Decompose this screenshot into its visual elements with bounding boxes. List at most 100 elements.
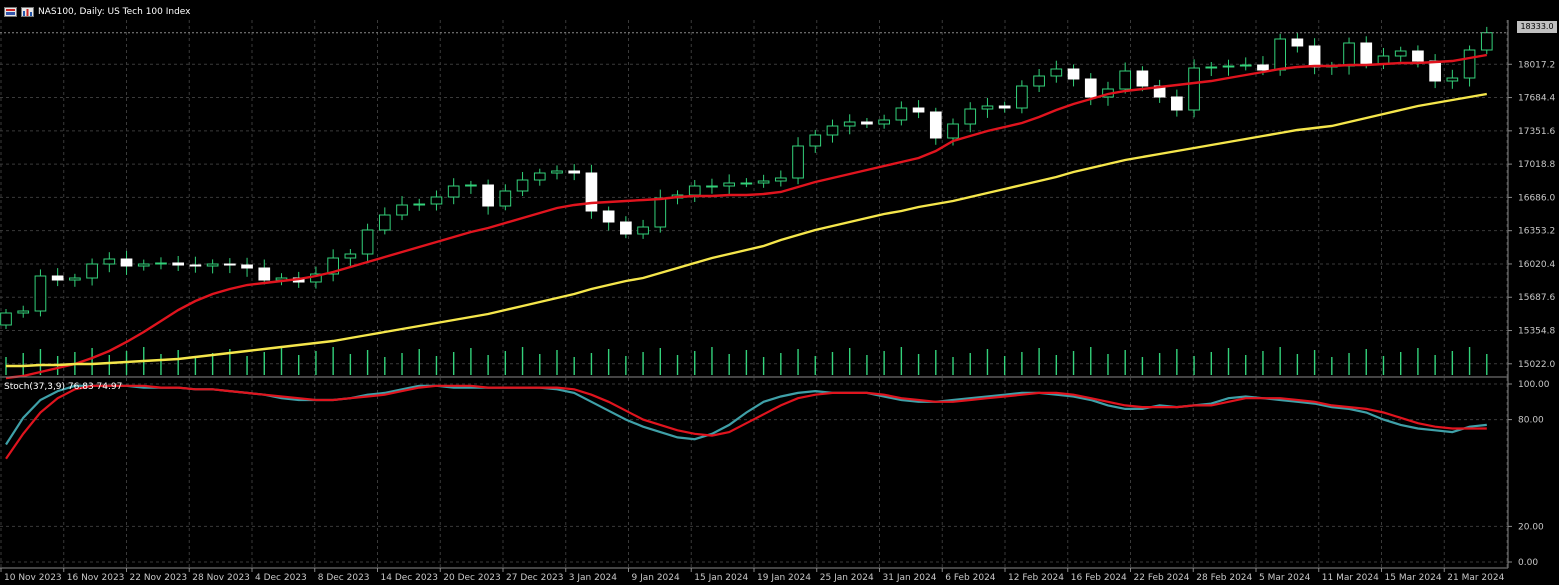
candle-body — [172, 262, 185, 266]
candle-body — [137, 263, 150, 267]
time-tick-label: 10 Nov 2023 — [4, 573, 62, 583]
candle-body — [1274, 38, 1286, 71]
stochastic-lines — [5, 384, 1487, 460]
candle-body — [482, 184, 494, 207]
candle-body — [1343, 42, 1355, 67]
candle-body — [206, 263, 219, 267]
candle-body — [516, 179, 529, 192]
candle-body — [241, 264, 253, 269]
candle-body — [1119, 70, 1132, 90]
candle-body — [533, 172, 546, 181]
candle-body — [1446, 77, 1459, 82]
candle-body — [430, 196, 443, 205]
time-tick-label: 3 Jan 2024 — [569, 573, 617, 583]
candle-body — [947, 123, 959, 139]
stoch-line — [5, 384, 1487, 446]
candle-body — [1016, 85, 1028, 109]
grid-lines — [0, 20, 1508, 568]
price-tick-label: 16020.4 — [1518, 260, 1555, 270]
candle-body — [826, 125, 839, 136]
candle-body — [1360, 42, 1373, 65]
time-tick-label: 28 Feb 2024 — [1196, 573, 1252, 583]
candle-body — [344, 253, 357, 259]
axes: 18017.2 17684.4 17351.6 17018.8 16686.0 16353… — [0, 20, 1555, 583]
osc-tick-label: 80.00 — [1518, 416, 1544, 426]
ma-line — [5, 53, 1488, 380]
oscillator-label: Stoch(37,3,9) 76.83 74.97 — [4, 382, 123, 392]
price-tick-label: 17018.8 — [1518, 160, 1555, 170]
time-tick-label: 15 Jan 2024 — [694, 573, 748, 583]
price-tick-label: 18017.2 — [1518, 60, 1555, 70]
price-tick-label: 16353.2 — [1518, 227, 1555, 237]
candle-body — [103, 258, 116, 265]
candle-body — [1239, 64, 1252, 67]
candle-body — [1033, 75, 1045, 87]
candle-body — [602, 210, 615, 223]
candle-body — [861, 121, 873, 125]
ma-line — [6, 92, 1488, 368]
volume-bars — [5, 347, 1488, 375]
stoch-line — [5, 384, 1487, 460]
candle-body — [1084, 78, 1097, 98]
time-tick-label: 27 Dec 2023 — [506, 573, 564, 583]
candle-body — [51, 275, 64, 281]
candle-body — [551, 170, 563, 174]
time-tick-label: 5 Mar 2024 — [1259, 573, 1311, 583]
candle-body — [1257, 64, 1269, 71]
chart-window-icon[interactable] — [4, 7, 17, 17]
price-tick-label: 16686.0 — [1518, 193, 1555, 203]
price-tick-label: 15687.6 — [1518, 293, 1555, 303]
osc-tick-label: 20.00 — [1518, 522, 1544, 532]
candle-body — [792, 145, 804, 179]
time-tick-label: 25 Jan 2024 — [820, 573, 874, 583]
candle-body — [1394, 50, 1407, 57]
bar-chart-icon[interactable] — [21, 7, 34, 17]
time-tick-label: 12 Feb 2024 — [1008, 573, 1064, 583]
time-tick-label: 15 Mar 2024 — [1385, 573, 1442, 583]
candle-body — [327, 257, 339, 275]
candle-body — [34, 275, 47, 312]
moving-average-lines — [5, 53, 1488, 380]
time-tick-label: 16 Feb 2024 — [1071, 573, 1127, 583]
candle-body — [17, 310, 30, 314]
time-tick-label: 22 Nov 2023 — [130, 573, 188, 583]
candle-body — [878, 119, 890, 125]
time-tick-label: 4 Dec 2023 — [255, 573, 307, 583]
osc-tick-label: 100.00 — [1518, 380, 1550, 390]
chart-title: NAS100, Daily: US Tech 100 Index — [38, 7, 191, 17]
candle-body — [396, 204, 408, 216]
candle-body — [843, 121, 856, 127]
candle-body — [1222, 65, 1235, 68]
candle-body — [189, 264, 202, 267]
candle-body — [706, 185, 718, 188]
candle-body — [723, 182, 736, 187]
candle-body — [69, 277, 81, 281]
candle-body — [1188, 67, 1200, 111]
price-tick-label: 17351.6 — [1518, 127, 1555, 137]
candle-body — [499, 190, 512, 207]
candle-body — [912, 107, 925, 113]
chart-header: NAS100, Daily: US Tech 100 Index — [4, 5, 191, 19]
time-tick-label: 11 Mar 2024 — [1322, 573, 1379, 583]
candle-body — [774, 177, 787, 182]
candle-body — [1171, 96, 1183, 111]
time-tick-label: 20 Dec 2023 — [443, 573, 501, 583]
candle-body — [688, 185, 701, 196]
candle-body — [757, 180, 770, 184]
candle-body — [1050, 68, 1063, 77]
candle-body — [1136, 70, 1149, 87]
candle-body — [654, 197, 667, 228]
candle-body — [1412, 50, 1424, 62]
time-tick-label: 8 Dec 2023 — [318, 573, 370, 583]
candle-body — [1480, 32, 1493, 51]
candle-body — [1067, 68, 1080, 80]
candle-body — [155, 262, 167, 265]
candle-body — [1429, 60, 1441, 82]
candle-body — [0, 312, 12, 326]
time-tick-label: 31 Jan 2024 — [883, 573, 937, 583]
price-tick-label: 15022.0 — [1518, 360, 1555, 370]
candlesticks — [0, 26, 1493, 329]
candle-body — [929, 111, 942, 139]
candle-body — [809, 134, 822, 147]
